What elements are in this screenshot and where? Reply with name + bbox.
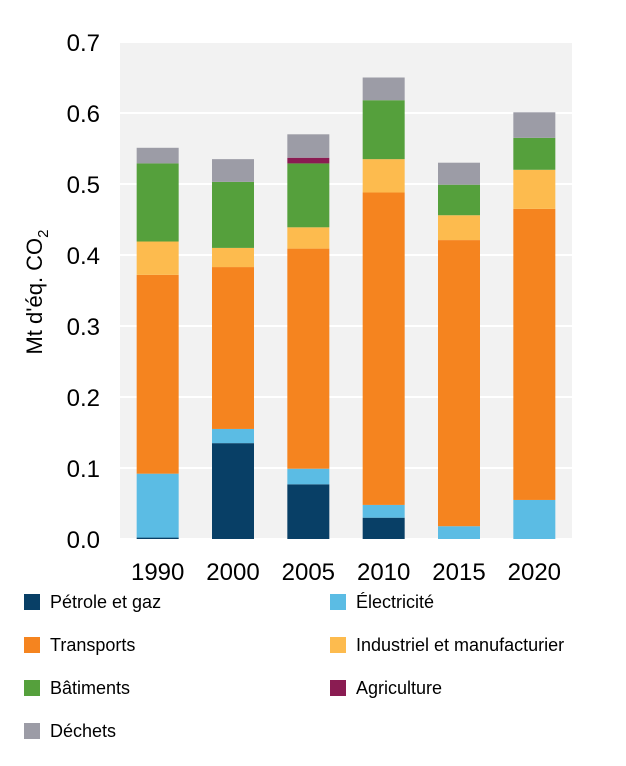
legend-label: Transports <box>50 634 136 655</box>
bar-segment <box>136 274 179 474</box>
y-tick-label: 0.3 <box>67 314 100 341</box>
y-tick-label: 0.2 <box>67 385 100 412</box>
bar-segment <box>136 241 179 275</box>
legend-label: Déchets <box>50 720 117 741</box>
y-tick-label: 0.7 <box>67 30 100 57</box>
y-axis-label-subscript: 2 <box>35 229 52 237</box>
plot-background <box>120 42 572 539</box>
bar-segment <box>362 504 405 518</box>
bars <box>136 77 556 539</box>
stacked-bar-chart: 0.0 0.1 0.2 0.3 0.4 0.5 0.6 0.7 1990 2000 2005 201… <box>22 30 572 582</box>
y-axis-label-main: Mt d'éq. CO <box>22 238 47 355</box>
bar-segment <box>513 112 556 138</box>
x-tick-label: 2005 <box>282 559 335 582</box>
bar-segment <box>212 181 254 248</box>
bar-segment <box>513 499 556 539</box>
legend-item: Pétrole et gaz <box>24 590 161 614</box>
bar-segment <box>212 267 254 429</box>
bar-segment <box>513 137 556 170</box>
legend-item: Déchets <box>24 719 116 743</box>
x-tick-label: 2020 <box>508 559 561 582</box>
bar-segment <box>287 248 330 469</box>
legend-label: Électricité <box>356 591 435 612</box>
bar-segment <box>287 227 330 249</box>
x-axis-ticks: 1990 2000 2005 2010 2015 2020 <box>131 559 561 582</box>
legend-label: Pétrole et gaz <box>50 591 162 612</box>
legend-label: Agriculture <box>356 677 443 698</box>
y-tick-label: 0.5 <box>67 172 100 199</box>
x-tick-label: 2000 <box>206 559 259 582</box>
bar-segment <box>212 247 254 268</box>
legend-item: Bâtiments <box>24 676 130 700</box>
bar-segment <box>136 147 179 164</box>
y-axis-ticks: 0.0 0.1 0.2 0.3 0.4 0.5 0.6 0.7 <box>67 30 100 554</box>
legend-swatch <box>330 680 346 696</box>
y-tick-label: 0.1 <box>67 456 100 483</box>
x-tick-label: 2015 <box>432 559 485 582</box>
bar-segment <box>287 468 330 485</box>
legend-label: Industriel et manufacturier <box>356 634 565 655</box>
legend: Pétrole et gaz Électricité Transports Indus… <box>0 582 626 766</box>
x-tick-label: 1990 <box>131 559 184 582</box>
gridlines <box>120 41 572 540</box>
y-tick-label: 0.0 <box>67 527 100 554</box>
bar-segment <box>362 159 405 193</box>
bar-segment <box>287 157 330 164</box>
bar-segment <box>513 208 556 500</box>
bar-segment <box>438 526 480 539</box>
bar-segment <box>212 428 254 444</box>
legend-swatch <box>24 594 40 610</box>
legend-item: Agriculture <box>330 676 442 700</box>
bar-segment <box>438 162 480 185</box>
legend-swatch <box>24 723 40 739</box>
bar-segment <box>362 77 405 101</box>
bar-segment <box>136 537 179 539</box>
y-tick-label: 0.6 <box>67 101 100 128</box>
x-tick-label: 2010 <box>357 559 410 582</box>
bar-segment <box>362 100 405 160</box>
bar-segment <box>212 159 254 182</box>
bar-segment <box>287 484 330 539</box>
legend-item: Électricité <box>330 590 434 614</box>
bar-segment <box>513 169 556 209</box>
legend-swatch <box>330 637 346 653</box>
y-tick-label: 0.4 <box>67 243 100 270</box>
bar-segment <box>362 192 405 505</box>
bar-segment <box>438 184 480 216</box>
bar-segment <box>438 215 480 241</box>
legend-swatch <box>24 637 40 653</box>
legend-swatch <box>330 594 346 610</box>
legend-item: Industriel et manufacturier <box>330 633 564 657</box>
bar-segment <box>438 240 480 527</box>
legend-swatch <box>24 680 40 696</box>
y-axis-label: Mt d'éq. CO2 <box>22 229 52 354</box>
legend-label: Bâtiments <box>50 677 131 698</box>
bar-segment <box>136 473 179 538</box>
bar-segment <box>287 134 330 158</box>
legend-item: Transports <box>24 633 135 657</box>
bar-segment <box>212 443 254 539</box>
bar-segment <box>362 517 405 539</box>
bar-segment <box>136 163 179 242</box>
bar-segment <box>287 163 330 228</box>
